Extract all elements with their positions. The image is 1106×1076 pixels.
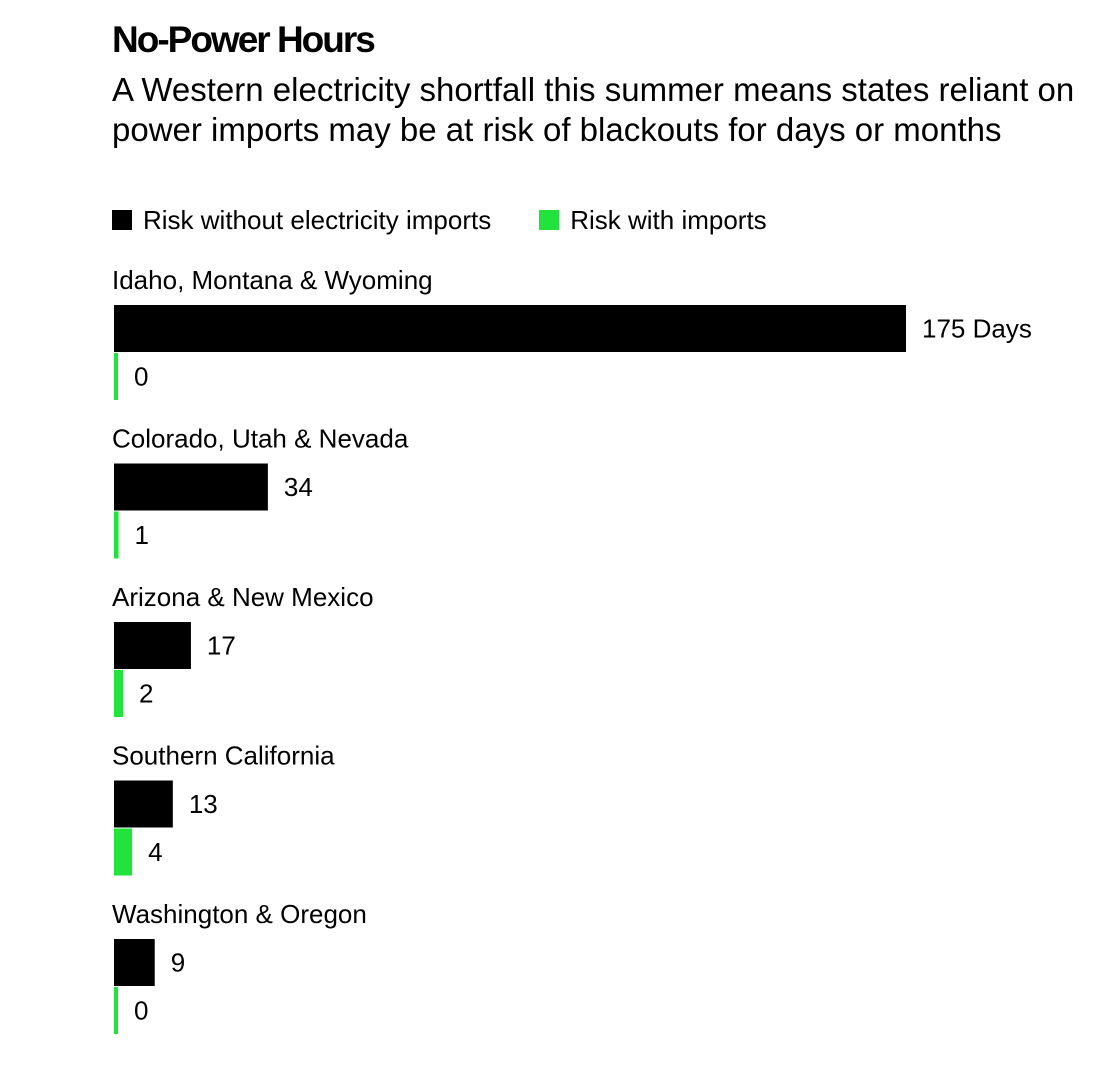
legend-swatch-with-imports bbox=[539, 210, 560, 230]
bar-with-imports-cat-2 bbox=[114, 670, 124, 717]
legend-swatch-without-imports bbox=[112, 210, 132, 230]
chart-title: No-Power Hours bbox=[112, 19, 376, 60]
category-label-cat-2: Arizona & New Mexico bbox=[112, 582, 374, 612]
bar-with-imports-cat-4 bbox=[114, 987, 118, 1034]
value-label-without-imports-cat-1: 34 bbox=[284, 472, 313, 502]
legend-item-without-imports: Risk without electricity imports bbox=[112, 205, 491, 236]
value-label-with-imports-cat-4: 0 bbox=[134, 996, 148, 1026]
category-label-cat-1: Colorado, Utah & Nevada bbox=[112, 424, 409, 454]
value-label-without-imports-cat-3: 13 bbox=[189, 789, 218, 819]
bar-without-imports-cat-2 bbox=[114, 622, 191, 669]
bar-without-imports-cat-4 bbox=[114, 939, 155, 986]
bar-without-imports-cat-0 bbox=[114, 305, 906, 352]
bar-with-imports-cat-0 bbox=[114, 353, 118, 400]
value-label-without-imports-cat-4: 9 bbox=[171, 948, 185, 978]
value-label-with-imports-cat-0: 0 bbox=[134, 362, 148, 392]
value-label-without-imports-cat-2: 17 bbox=[207, 631, 236, 661]
bar-with-imports-cat-3 bbox=[114, 828, 133, 876]
bar-without-imports-cat-1 bbox=[114, 463, 268, 511]
value-label-with-imports-cat-3: 4 bbox=[148, 837, 162, 867]
legend-item-with-imports: Risk with imports bbox=[539, 204, 767, 236]
bar-with-imports-cat-1 bbox=[114, 511, 119, 559]
legend-label-without-imports: Risk without electricity imports bbox=[143, 204, 492, 235]
value-label-with-imports-cat-1: 1 bbox=[135, 520, 149, 550]
legend-label-with-imports: Risk with imports bbox=[570, 204, 767, 235]
category-label-cat-0: Idaho, Montana & Wyoming bbox=[112, 265, 433, 295]
bar-without-imports-cat-3 bbox=[114, 780, 173, 828]
value-label-without-imports-cat-0: 175 Days bbox=[922, 314, 1032, 344]
legend: Risk without electricity imports Risk wi… bbox=[112, 203, 815, 237]
value-label-with-imports-cat-2: 2 bbox=[139, 679, 153, 709]
category-label-cat-3: Southern California bbox=[112, 741, 335, 771]
category-label-cat-4: Washington & Oregon bbox=[112, 899, 367, 929]
chart-subtitle: A Western electricity shortfall this sum… bbox=[112, 71, 1075, 148]
